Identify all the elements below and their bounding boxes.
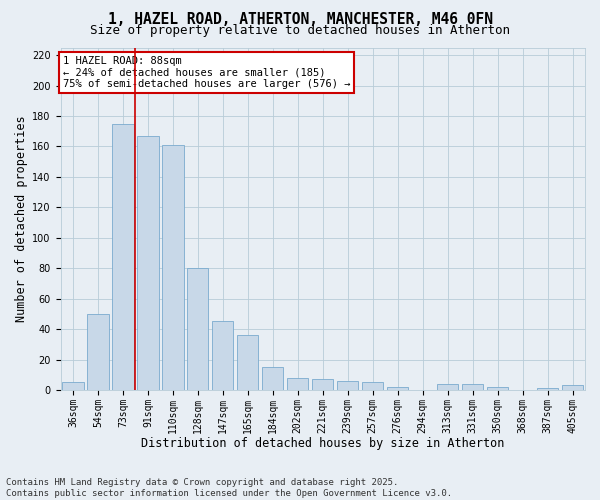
Bar (487, 387, 508, 390)
Bar (437, 384, 458, 390)
Bar (462, 384, 483, 390)
X-axis label: Distribution of detached houses by size in Atherton: Distribution of detached houses by size … (141, 437, 505, 450)
Bar (337, 381, 358, 390)
Text: 1 HAZEL ROAD: 88sqm
← 24% of detached houses are smaller (185)
75% of semi-detac: 1 HAZEL ROAD: 88sqm ← 24% of detached ho… (63, 56, 350, 90)
Y-axis label: Number of detached properties: Number of detached properties (15, 116, 28, 322)
Bar (62, 382, 83, 390)
Bar (162, 145, 184, 390)
Bar (312, 380, 334, 390)
Bar (262, 367, 283, 390)
Bar (212, 322, 233, 390)
Bar (237, 335, 259, 390)
Bar (537, 388, 558, 390)
Bar (88, 314, 109, 390)
Bar (187, 268, 208, 390)
Bar (362, 382, 383, 390)
Text: 1, HAZEL ROAD, ATHERTON, MANCHESTER, M46 0FN: 1, HAZEL ROAD, ATHERTON, MANCHESTER, M46… (107, 12, 493, 28)
Bar (137, 136, 158, 390)
Bar (562, 386, 583, 390)
Bar (112, 124, 134, 390)
Text: Contains HM Land Registry data © Crown copyright and database right 2025.
Contai: Contains HM Land Registry data © Crown c… (6, 478, 452, 498)
Bar (387, 387, 408, 390)
Bar (287, 378, 308, 390)
Text: Size of property relative to detached houses in Atherton: Size of property relative to detached ho… (90, 24, 510, 37)
